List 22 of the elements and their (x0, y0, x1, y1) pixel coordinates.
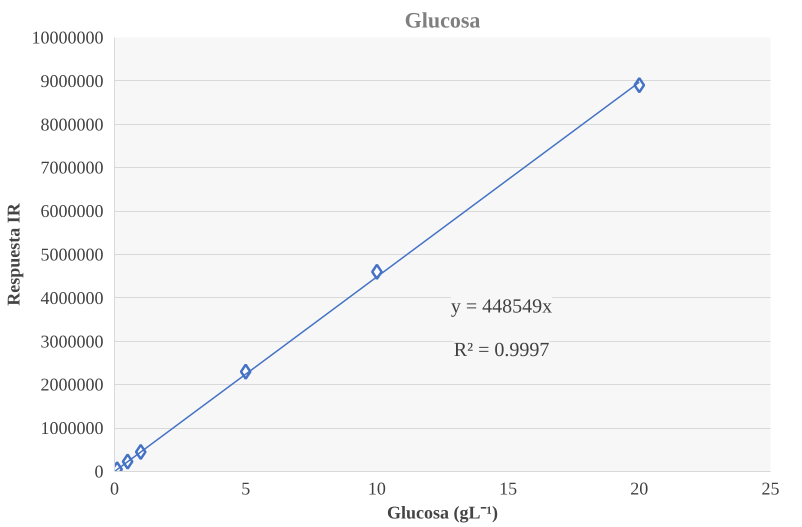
x-tick-label: 0 (110, 478, 119, 498)
x-tick-label: 20 (630, 478, 648, 498)
y-tick-label: 10000000 (32, 28, 104, 48)
y-axis-title: Respuesta IR (4, 202, 24, 306)
y-tick-label: 3000000 (40, 331, 104, 352)
chart-title: Glucosa (404, 8, 480, 32)
y-tick-label: 1000000 (40, 418, 104, 438)
x-tick-label: 10 (368, 478, 386, 498)
y-tick-label: 0 (94, 462, 104, 482)
y-tick-label: 8000000 (40, 114, 104, 134)
x-tick-label: 15 (499, 478, 518, 498)
y-tick-label: 5000000 (40, 244, 104, 264)
y-tick-label: 9000000 (40, 70, 104, 91)
annotation: y = 448549x (450, 295, 552, 318)
y-tick-label: 6000000 (40, 201, 104, 222)
y-tick-label: 4000000 (40, 288, 104, 308)
y-tick-label: 7000000 (40, 158, 104, 178)
x-axis-title: Glucosa (gL⁻¹) (387, 502, 498, 522)
x-tick-label: 5 (241, 478, 250, 498)
y-tick-label: 2000000 (40, 374, 104, 395)
annotation: R² = 0.9997 (454, 338, 550, 361)
x-tick-label: 25 (762, 478, 780, 498)
